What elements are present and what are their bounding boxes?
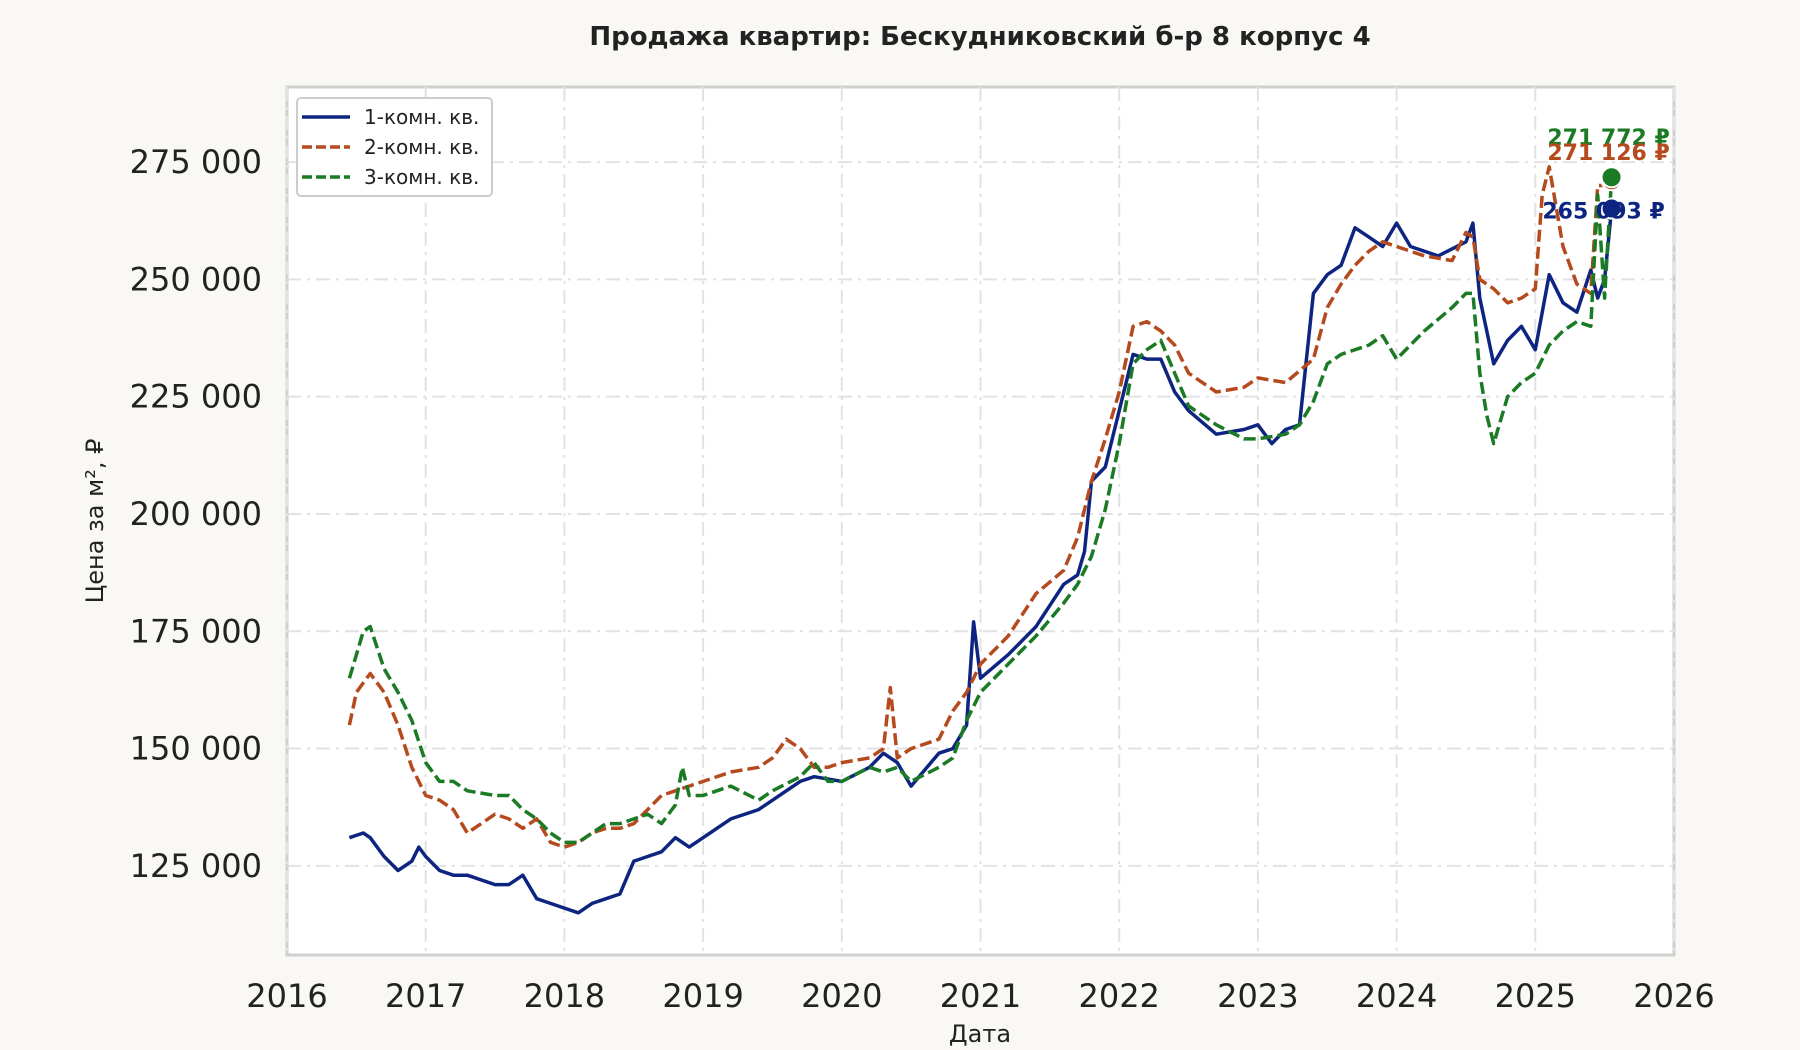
- end-marker-1: [1600, 197, 1623, 220]
- y-tick-label: 200 000: [130, 495, 262, 533]
- x-tick-label: 2018: [524, 977, 605, 1015]
- y-tick-label: 250 000: [130, 260, 262, 298]
- legend: 1-комн. кв. 2-комн. кв. 3-комн. кв.: [296, 97, 493, 197]
- x-tick-label: 2025: [1495, 977, 1576, 1015]
- end-markers: [1600, 166, 1623, 220]
- end-value-label: 271 126 ₽: [1547, 141, 1669, 166]
- x-axis-ticks: 2016 2017 2018 2019 2020 2021 2022 2023 2024 2025…: [246, 977, 1714, 1015]
- x-tick-label: 2019: [662, 977, 743, 1015]
- legend-label-1: 1-комн. кв.: [364, 105, 479, 129]
- series-line-3: [347, 177, 1614, 845]
- y-tick-label: 125 000: [130, 847, 262, 885]
- series-layer: [347, 165, 1614, 915]
- y-tick-label: 275 000: [130, 143, 262, 181]
- x-tick-label: 2017: [385, 977, 466, 1015]
- chart-title: Продажа квартир: Бескудниковский б-р 8 к…: [589, 22, 1370, 52]
- plot-area: [285, 85, 1676, 957]
- end-marker-3: [1600, 166, 1623, 189]
- y-tick-label: 175 000: [130, 612, 262, 650]
- x-tick-label: 2023: [1217, 977, 1298, 1015]
- x-axis-label: Дата: [949, 1020, 1011, 1048]
- y-axis-ticks: 125 000 150 000 175 000 200 000 225 000 250 0…: [130, 143, 262, 885]
- legend-label-3: 3-комн. кв.: [364, 165, 479, 189]
- x-tick-label: 2022: [1078, 977, 1159, 1015]
- series-line-2: [347, 165, 1613, 849]
- x-tick-label: 2026: [1633, 977, 1714, 1015]
- end-labels: 271 772 ₽271 126 ₽ 265 093 ₽: [1542, 126, 1669, 224]
- end-value-label: 271 772 ₽: [1547, 126, 1669, 151]
- series-line-1: [348, 208, 1614, 915]
- x-tick-label: 2016: [246, 977, 327, 1015]
- legend-label-2: 2-комн. кв.: [364, 135, 479, 159]
- y-axis-label: Цена за м², ₽: [81, 439, 109, 604]
- legend-box: [296, 97, 493, 197]
- x-tick-label: 2024: [1356, 977, 1437, 1015]
- x-tick-label: 2020: [801, 977, 882, 1015]
- x-tick-label: 2021: [940, 977, 1021, 1015]
- end-value-label: 265 093 ₽: [1542, 200, 1664, 225]
- y-tick-label: 225 000: [130, 378, 262, 416]
- y-tick-label: 150 000: [130, 730, 262, 768]
